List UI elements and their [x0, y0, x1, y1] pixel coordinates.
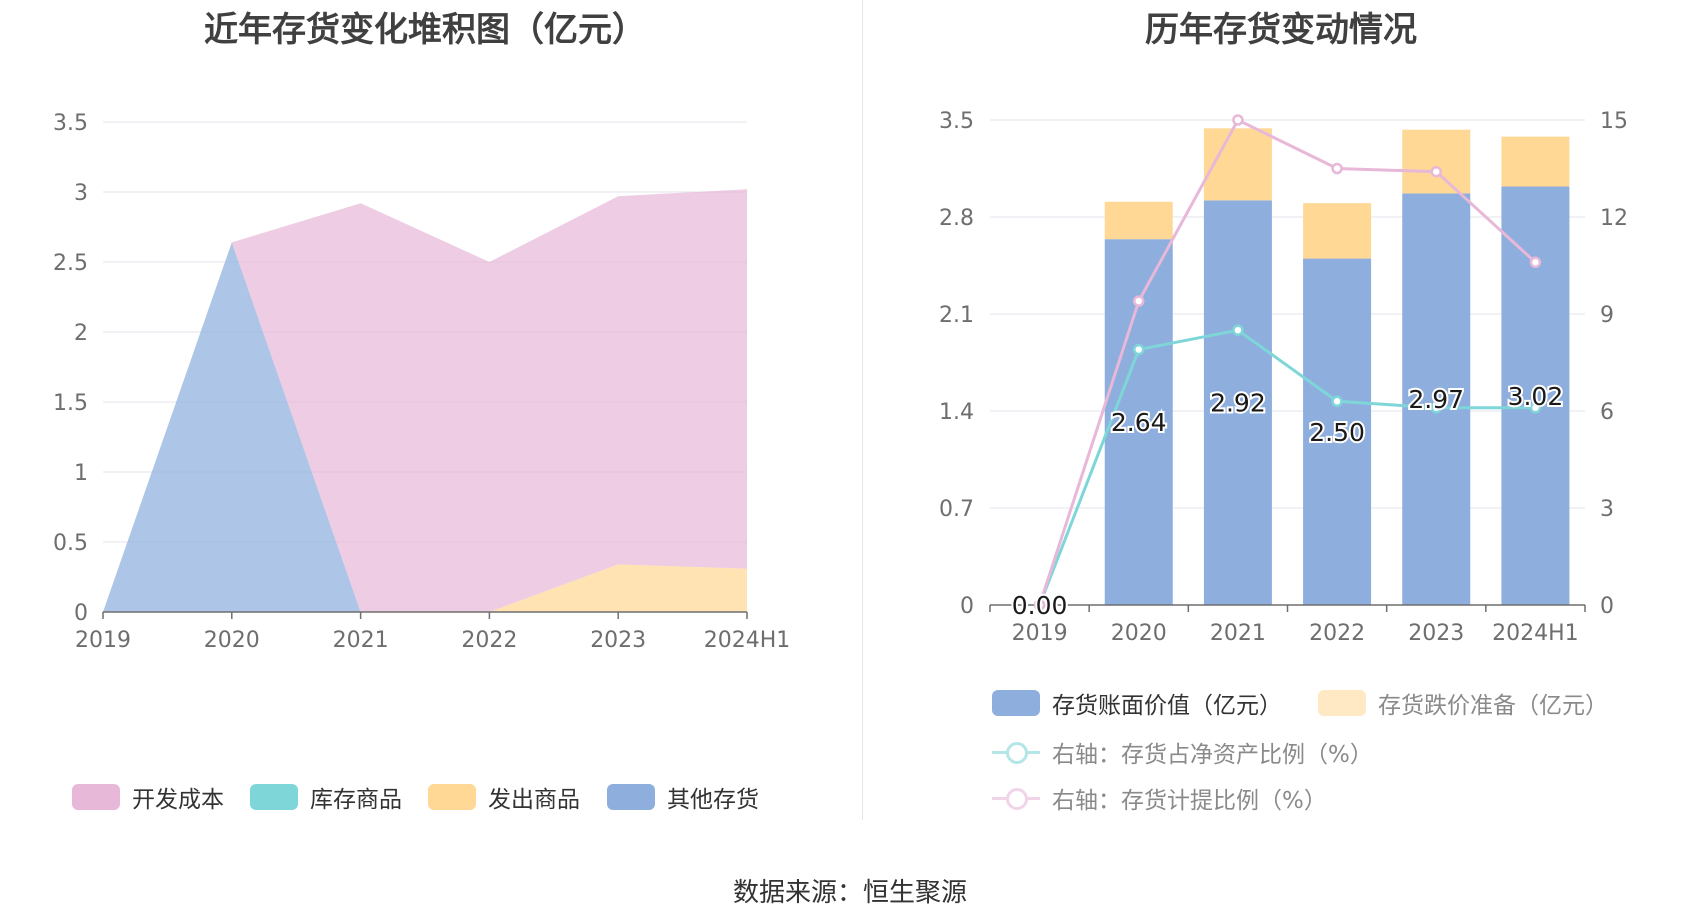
bar-data-label: 2.92 — [1210, 389, 1266, 418]
y-right-tick-label: 15 — [1600, 109, 1628, 134]
bar-segment — [1501, 186, 1570, 605]
legend-swatch — [607, 784, 655, 810]
legend-item-book-value[interactable]: 存货账面价值（亿元） — [992, 686, 1282, 720]
legend-label: 其他存货 — [667, 787, 759, 813]
y-right-tick-label: 0 — [1600, 594, 1614, 619]
legend-item-provision-ratio[interactable]: 右轴：存货计提比例（%） — [992, 781, 1327, 815]
y-tick-label: 2.5 — [53, 251, 88, 276]
panel-divider — [862, 0, 863, 820]
legend-label: 开发成本 — [132, 787, 224, 813]
bar-segment — [1203, 200, 1272, 605]
line-point — [1232, 324, 1244, 336]
x-tick-label: 2019 — [1012, 621, 1068, 646]
legend-line-swatch — [992, 785, 1040, 811]
y-tick-label: 3.5 — [53, 111, 88, 136]
legend-label: 存货账面价值（亿元） — [1052, 693, 1282, 719]
legend-line-swatch — [992, 739, 1040, 765]
legend-item-impairment[interactable]: 存货跌价准备（亿元） — [1318, 686, 1608, 720]
line-point — [1430, 402, 1442, 414]
y-tick-label: 0.5 — [53, 531, 88, 556]
bar-segment — [1303, 258, 1372, 605]
y-left-tick-label: 0.7 — [939, 497, 974, 522]
x-tick-label: 2019 — [75, 628, 131, 653]
stacked-area-chart: 0 0.5 1 1.5 2 2.5 3 3.5 2019 2020 2021 2022 2023 2024… — [53, 111, 791, 653]
bar-segment — [1104, 201, 1173, 240]
y-tick-label: 0 — [74, 601, 88, 626]
x-tick-label: 2020 — [204, 628, 260, 653]
y-left-tick-label: 1.4 — [939, 400, 974, 425]
legend-item-net-asset-ratio[interactable]: 右轴：存货占净资产比例（%） — [992, 735, 1373, 769]
y-tick-label: 1 — [74, 461, 88, 486]
y-left-tick-label: 0 — [960, 594, 974, 619]
bar-segment — [1303, 203, 1372, 259]
legend-item-other-inventory[interactable]: 其他存货 — [607, 780, 759, 814]
y-right-tick-label: 3 — [1600, 497, 1614, 522]
x-tick-label: 2024H1 — [1492, 621, 1579, 646]
x-tick-label: 2024H1 — [704, 628, 791, 653]
legend-swatch — [992, 690, 1040, 716]
legend-item-development-cost[interactable]: 开发成本 — [72, 780, 224, 814]
bar-segment — [1402, 193, 1471, 605]
x-tick-label: 2022 — [461, 628, 517, 653]
legend-swatch — [1318, 690, 1366, 716]
line-point — [1033, 599, 1046, 611]
y-right-tick-label: 6 — [1600, 400, 1614, 425]
y-tick-label: 3 — [74, 181, 88, 206]
left-chart-title: 近年存货变化堆积图（亿元） — [204, 10, 646, 50]
bar-data-label: 3.02 — [1508, 382, 1564, 411]
right-chart-title: 历年存货变动情况 — [1145, 10, 1417, 50]
line-point — [1133, 295, 1145, 307]
line-point — [1232, 114, 1244, 126]
x-tick-label: 2022 — [1309, 621, 1365, 646]
x-tick-label: 2021 — [333, 628, 389, 653]
bar-data-label: 2.64 — [1111, 408, 1167, 437]
y-left-tick-label: 3.5 — [939, 109, 974, 134]
line-series — [1038, 328, 1536, 606]
legend-swatch — [250, 784, 298, 810]
line-point — [1529, 402, 1542, 414]
bar-data-label: 2.97 — [1408, 385, 1464, 414]
bar-data-label: 0.00 — [1012, 591, 1068, 620]
y-tick-label: 1.5 — [53, 391, 88, 416]
y-right-tick-label: 12 — [1600, 206, 1628, 231]
legend-item-shipped-goods[interactable]: 发出商品 — [428, 780, 580, 814]
y-right-tick-label: 9 — [1600, 303, 1614, 328]
line-point — [1430, 165, 1442, 178]
legend-swatch — [72, 784, 120, 810]
bar-data-label: 2.50 — [1309, 418, 1365, 447]
y-tick-label: 2 — [74, 321, 88, 346]
legend-item-inventory-goods[interactable]: 库存商品 — [250, 780, 402, 814]
x-tick-label: 2021 — [1210, 621, 1266, 646]
bar-segment — [1501, 136, 1570, 187]
legend-label: 存货跌价准备（亿元） — [1378, 693, 1608, 719]
area-series — [103, 242, 747, 612]
y-left-tick-label: 2.8 — [939, 206, 974, 231]
y-left-tick-label: 2.1 — [939, 303, 974, 328]
legend-swatch — [428, 784, 476, 810]
line-series — [1038, 118, 1537, 606]
bar-line-chart: 0 0.7 1.4 2.1 2.8 3.5 0 3 6 9 12 15 2019 2020 2021 2022… — [939, 109, 1628, 646]
x-tick-label: 2023 — [590, 628, 646, 653]
line-point — [1331, 162, 1343, 175]
legend-label: 右轴：存货计提比例（%） — [1052, 788, 1327, 814]
data-source-note: 数据来源：恒生聚源 — [732, 878, 967, 908]
area-series — [103, 189, 747, 612]
legend-label: 右轴：存货占净资产比例（%） — [1052, 742, 1373, 768]
line-point — [1133, 343, 1145, 356]
x-tick-label: 2020 — [1111, 621, 1167, 646]
line-point — [1331, 395, 1343, 408]
legend-label: 发出商品 — [488, 787, 580, 813]
legend-label: 库存商品 — [310, 787, 402, 813]
bar-segment — [1402, 129, 1471, 194]
x-tick-label: 2023 — [1408, 621, 1464, 646]
line-point — [1529, 256, 1542, 269]
